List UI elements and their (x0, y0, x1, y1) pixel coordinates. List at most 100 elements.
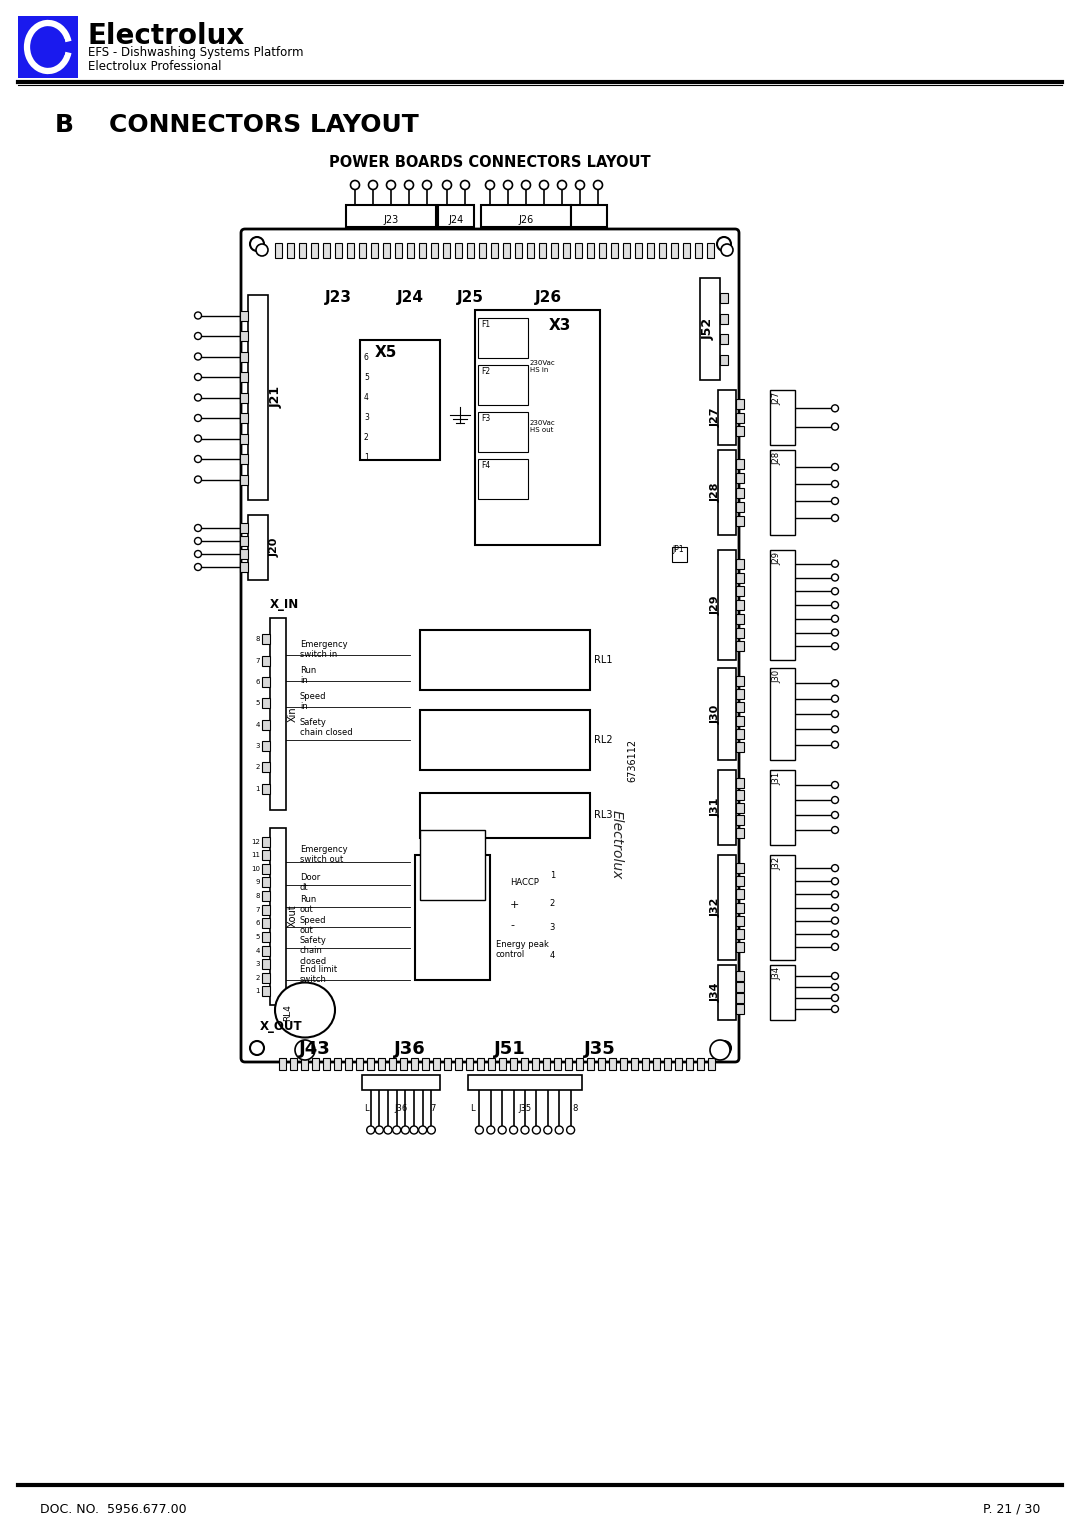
Text: 1: 1 (256, 988, 260, 994)
Bar (708, 1058, 715, 1070)
Bar (510, 1058, 517, 1070)
Bar (240, 536, 248, 547)
Circle shape (832, 944, 838, 950)
Bar (312, 1058, 319, 1070)
Text: EFS - Dishwashing Systems Platform: EFS - Dishwashing Systems Platform (87, 46, 303, 60)
Bar (262, 676, 270, 687)
Bar (735, 993, 744, 1003)
Text: Run
out: Run out (300, 895, 316, 915)
Text: P. 21 / 30: P. 21 / 30 (983, 1503, 1040, 1516)
Bar (718, 389, 735, 444)
Text: 8: 8 (256, 893, 260, 899)
Bar (465, 1058, 473, 1070)
Text: 7: 7 (256, 658, 260, 664)
Text: 8: 8 (572, 1104, 578, 1113)
Bar (468, 1075, 582, 1090)
Text: 4: 4 (550, 950, 555, 959)
Circle shape (832, 515, 838, 522)
Bar (478, 460, 528, 499)
Text: J51: J51 (495, 1040, 526, 1058)
Bar (720, 293, 728, 304)
Bar (420, 710, 590, 770)
Bar (770, 389, 795, 444)
Bar (488, 1058, 495, 1070)
Bar (735, 689, 744, 699)
Bar (735, 600, 744, 609)
Text: F1: F1 (481, 321, 490, 328)
Bar (735, 815, 744, 825)
Text: L: L (470, 1104, 474, 1113)
Text: +: + (510, 899, 519, 910)
Bar (700, 278, 720, 380)
Circle shape (555, 1125, 563, 1135)
Text: J20: J20 (270, 538, 280, 557)
Bar (411, 1058, 418, 1070)
Text: Electrolux: Electrolux (610, 811, 624, 880)
Circle shape (194, 524, 202, 531)
Bar (735, 789, 744, 800)
Bar (770, 667, 795, 760)
Circle shape (832, 710, 838, 718)
Text: HACCP: HACCP (510, 878, 539, 887)
Bar (735, 487, 744, 498)
Bar (262, 959, 270, 970)
Bar (346, 205, 436, 228)
Text: J30: J30 (772, 670, 781, 683)
Circle shape (410, 1125, 418, 1135)
Bar (455, 243, 462, 258)
Bar (735, 902, 744, 913)
Text: RL4: RL4 (283, 1005, 292, 1022)
Circle shape (594, 180, 603, 189)
Bar (262, 837, 270, 846)
Circle shape (832, 890, 838, 898)
Bar (299, 243, 306, 258)
Circle shape (194, 551, 202, 557)
Circle shape (832, 643, 838, 651)
Bar (419, 243, 426, 258)
Bar (735, 412, 744, 423)
Circle shape (832, 560, 838, 567)
Bar (532, 1058, 539, 1070)
Bar (718, 965, 735, 1020)
Bar (478, 318, 528, 357)
Bar (415, 855, 490, 980)
Text: J27: J27 (711, 408, 721, 426)
Bar (770, 770, 795, 844)
Circle shape (194, 476, 202, 483)
Bar (323, 1058, 330, 1070)
Bar (664, 1058, 671, 1070)
Bar (262, 892, 270, 901)
Text: RL3: RL3 (594, 809, 612, 820)
Text: Xout: Xout (288, 904, 298, 927)
Bar (635, 243, 642, 258)
Text: 5: 5 (256, 701, 260, 707)
Text: F2: F2 (481, 366, 490, 376)
Text: J23: J23 (383, 215, 399, 224)
Bar (467, 243, 474, 258)
Bar (347, 243, 354, 258)
Text: Safety
chain
closed: Safety chain closed (300, 936, 327, 965)
Bar (554, 1058, 561, 1070)
Circle shape (832, 983, 838, 991)
Bar (642, 1058, 649, 1070)
Circle shape (510, 1125, 517, 1135)
Bar (262, 741, 270, 751)
Bar (515, 243, 522, 258)
Bar (672, 547, 687, 562)
Bar (383, 243, 390, 258)
Bar (718, 550, 735, 660)
Bar (735, 473, 744, 484)
Circle shape (832, 811, 838, 818)
Circle shape (832, 973, 838, 979)
Bar (262, 931, 270, 942)
Bar (356, 1058, 363, 1070)
Text: Speed
out: Speed out (300, 916, 326, 936)
Bar (707, 243, 714, 258)
Text: J25: J25 (457, 290, 484, 305)
Bar (735, 728, 744, 739)
Circle shape (557, 180, 567, 189)
Circle shape (368, 180, 378, 189)
Bar (735, 777, 744, 788)
Bar (262, 918, 270, 928)
Circle shape (832, 680, 838, 687)
